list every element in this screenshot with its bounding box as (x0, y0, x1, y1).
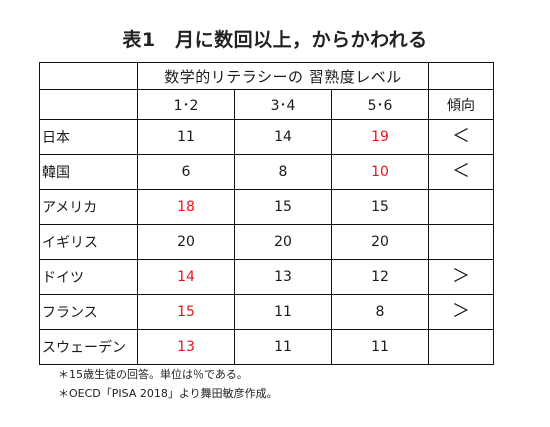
trend-cell (428, 329, 494, 365)
trend-cell: ＜ (428, 154, 494, 190)
note-source: ＊OECD「PISA 2018」より舞田敏彦作成。 (58, 387, 278, 400)
notes: ＊15歳生徒の回答。単位は％である。 ＊OECD「PISA 2018」より舞田敏… (58, 365, 278, 403)
country-cell: 韓国 (39, 154, 138, 190)
header-trend-top (428, 62, 494, 90)
header-corner (39, 62, 138, 90)
value-cell-level-1: 18 (137, 189, 235, 225)
header-row-skill: 数学的リテラシーの 習熟度レベル (39, 62, 494, 90)
value-cell-level-1: 6 (137, 154, 235, 190)
table-row: 韓国 6 8 10 ＜ (39, 154, 494, 190)
country-cell: アメリカ (39, 189, 138, 225)
value-cell-level-3: 11 (331, 329, 429, 365)
header-trend: 傾向 (428, 89, 494, 120)
value-cell-level-1: 20 (137, 224, 235, 260)
trend-cell (428, 224, 494, 260)
value-cell-level-3: 20 (331, 224, 429, 260)
value-cell-level-2: 8 (234, 154, 332, 190)
value-cell-level-1: 15 (137, 294, 235, 330)
trend-cell (428, 189, 494, 225)
country-cell: 日本 (39, 119, 138, 155)
value-cell-level-2: 15 (234, 189, 332, 225)
header-row-levels: 1･2 3･4 5･6 傾向 (39, 89, 494, 120)
value-cell-level-1: 11 (137, 119, 235, 155)
table-row: イギリス 20 20 20 (39, 224, 494, 260)
country-cell: イギリス (39, 224, 138, 260)
table-row: ドイツ 14 13 12 ＞ (39, 259, 494, 295)
trend-cell: ＞ (428, 259, 494, 295)
table-row: フランス 15 11 8 ＞ (39, 294, 494, 330)
country-cell: ドイツ (39, 259, 138, 295)
value-cell-level-1: 14 (137, 259, 235, 295)
value-cell-level-3: 12 (331, 259, 429, 295)
value-cell-level-3: 19 (331, 119, 429, 155)
trend-cell: ＞ (428, 294, 494, 330)
value-cell-level-2: 13 (234, 259, 332, 295)
table-row: スウェーデン 13 11 11 (39, 329, 494, 365)
value-cell-level-3: 15 (331, 189, 429, 225)
note-unit: ＊15歳生徒の回答。単位は％である。 (58, 368, 248, 381)
table-title: 表1 月に数回以上，からかわれる (122, 29, 428, 51)
trend-cell: ＜ (428, 119, 494, 155)
value-cell-level-2: 11 (234, 329, 332, 365)
table-row: アメリカ 18 15 15 (39, 189, 494, 225)
value-cell-level-2: 20 (234, 224, 332, 260)
table-row: 日本 11 14 19 ＜ (39, 119, 494, 155)
value-cell-level-2: 11 (234, 294, 332, 330)
header-level-2: 3･4 (234, 89, 332, 120)
value-cell-level-3: 8 (331, 294, 429, 330)
country-cell: スウェーデン (39, 329, 138, 365)
country-cell: フランス (39, 294, 138, 330)
header-skill-group: 数学的リテラシーの 習熟度レベル (137, 62, 429, 90)
value-cell-level-1: 13 (137, 329, 235, 365)
header-level-3: 5･6 (331, 89, 429, 120)
header-corner-2 (39, 89, 138, 120)
value-cell-level-3: 10 (331, 154, 429, 190)
data-table: 数学的リテラシーの 習熟度レベル 1･2 3･4 5･6 傾向 日本 11 14 19… (39, 62, 494, 365)
value-cell-level-2: 14 (234, 119, 332, 155)
header-level-1: 1･2 (137, 89, 235, 120)
